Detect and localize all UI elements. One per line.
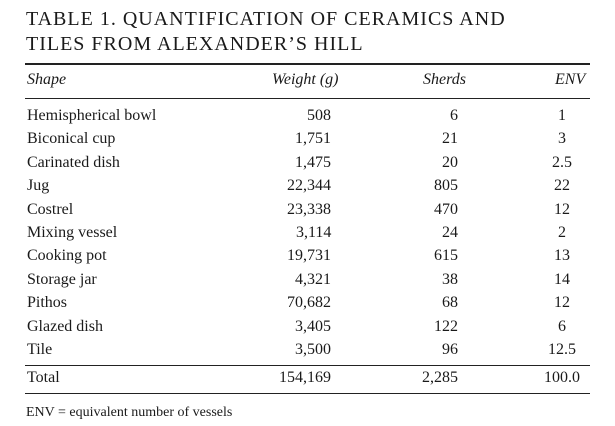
cell: 6 bbox=[558, 317, 566, 335]
total-cell: 2,285 bbox=[422, 369, 458, 386]
row-label: Cooking pot bbox=[27, 247, 107, 265]
cell: 6 bbox=[450, 107, 458, 124]
row-label: Tile bbox=[27, 341, 53, 358]
cell: 38 bbox=[442, 270, 458, 288]
total-cell: 100.0 bbox=[544, 369, 580, 386]
cell: 805 bbox=[434, 177, 458, 195]
title-line: TABLE 1. QUANTIFICATION OF CERAMICS AND bbox=[26, 8, 506, 30]
cell: 3,114 bbox=[296, 224, 332, 241]
cell: 1 bbox=[558, 107, 566, 124]
row-label: Glazed dish bbox=[27, 317, 103, 335]
column-header: Shape bbox=[27, 71, 67, 88]
cell: 21 bbox=[442, 130, 458, 148]
row-label: Costrel bbox=[27, 200, 74, 218]
row-label: Hemispherical bowl bbox=[27, 107, 157, 124]
total-label: Total bbox=[27, 369, 60, 386]
cell: 22 bbox=[554, 177, 570, 195]
cell: 14 bbox=[554, 270, 570, 288]
row-label: Biconical cup bbox=[27, 130, 116, 148]
column-header: Sherds bbox=[423, 71, 466, 88]
rule bbox=[25, 98, 590, 99]
cell: 70,682 bbox=[287, 294, 331, 312]
footnote: ENV = equivalent number of vessels bbox=[26, 405, 233, 420]
cell: 22,344 bbox=[287, 177, 331, 195]
cell: 3,405 bbox=[295, 317, 331, 335]
cell: 19,731 bbox=[287, 247, 331, 265]
cell: 122 bbox=[434, 317, 458, 335]
total-cell: 154,169 bbox=[279, 369, 331, 386]
row-label: Mixing vessel bbox=[27, 224, 118, 241]
cell: 23,338 bbox=[287, 200, 331, 218]
rule bbox=[25, 365, 590, 366]
column-header: ENV bbox=[555, 71, 586, 88]
cell: 470 bbox=[434, 200, 458, 218]
cell: 1,475 bbox=[295, 153, 331, 171]
cell: 24 bbox=[442, 224, 458, 241]
title-line: TILES FROM ALEXANDER’S HILL bbox=[26, 33, 364, 55]
column-header: Weight (g) bbox=[272, 71, 339, 88]
cell: 96 bbox=[442, 341, 458, 358]
rule bbox=[25, 393, 590, 394]
cell: 68 bbox=[442, 294, 458, 312]
cell: 3,500 bbox=[295, 341, 331, 358]
cell: 20 bbox=[442, 153, 458, 171]
row-label: Jug bbox=[27, 177, 50, 195]
row-label: Storage jar bbox=[27, 270, 97, 288]
cell: 3 bbox=[558, 130, 566, 148]
row-label: Pithos bbox=[27, 294, 68, 312]
cell: 508 bbox=[307, 107, 331, 124]
cell: 4,321 bbox=[295, 270, 331, 288]
row-label: Carinated dish bbox=[27, 153, 120, 171]
cell: 615 bbox=[434, 247, 458, 265]
cell: 1,751 bbox=[295, 130, 331, 148]
cell: 12 bbox=[554, 294, 570, 312]
cell: 2.5 bbox=[552, 153, 572, 171]
cell: 12 bbox=[554, 200, 570, 218]
cell: 2 bbox=[558, 224, 566, 241]
cell: 13 bbox=[554, 247, 570, 265]
rule bbox=[25, 63, 590, 65]
cell: 12.5 bbox=[548, 341, 576, 358]
